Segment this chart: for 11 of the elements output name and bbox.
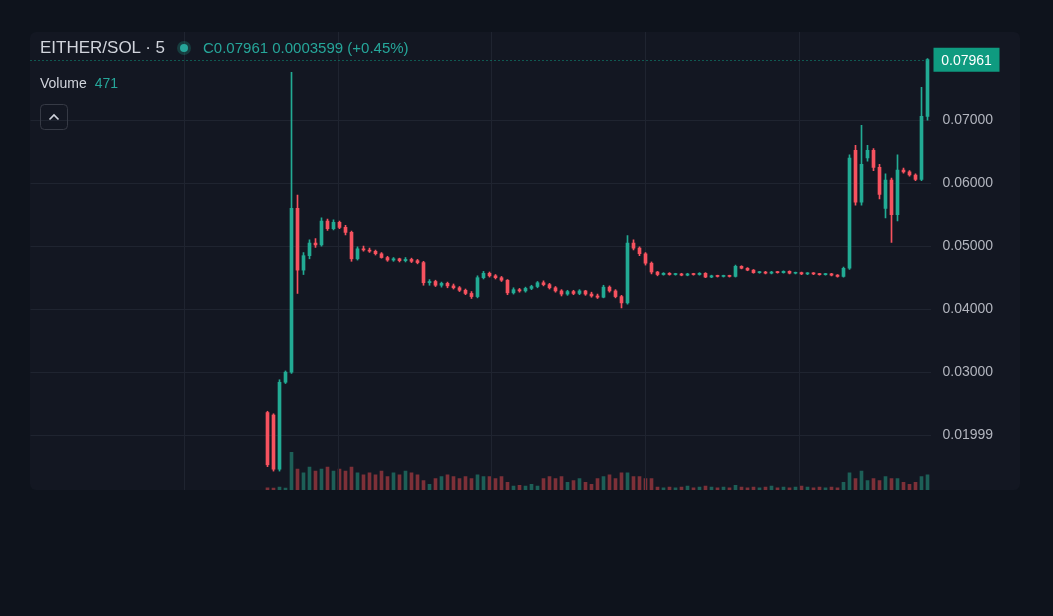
y-tick-label: 0.07000 — [942, 111, 994, 128]
y-tick-label: 0.05000 — [942, 237, 994, 254]
text: C0.07961 0.0003599 (+0.45%) — [203, 38, 409, 58]
ref-line-label: 0.07961 — [941, 51, 993, 68]
annotation: Volume — [40, 74, 87, 92]
y-tick-label: 0.03000 — [942, 363, 994, 380]
y-tick-label: 0.06000 — [942, 174, 994, 191]
y-tick-label: 0.01999 — [942, 426, 994, 443]
y-tick-label: 0.04000 — [942, 300, 994, 317]
chart-title: EITHER/SOL · 5 — [40, 38, 166, 58]
annotation: 471 — [94, 74, 119, 92]
